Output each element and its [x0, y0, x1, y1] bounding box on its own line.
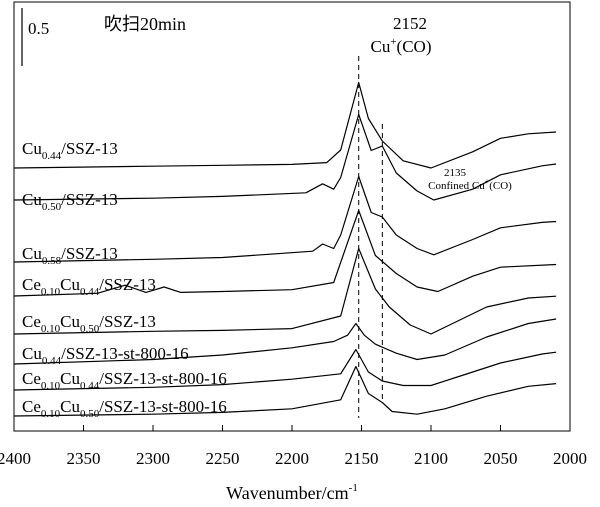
x-tick-label-2050: 2050: [484, 449, 518, 468]
series-label-7: Ce0.10Cu0.44/SSZ-13-st-800-16: [22, 369, 227, 392]
series-labels: Cu0.44/SSZ-13 Cu0.50/SSZ-13 Cu0.58/SSZ-13 C…: [22, 139, 227, 420]
series-label-4: Ce0.10Cu0.44/SSZ-13: [22, 275, 156, 298]
x-tick-label-2150: 2150: [345, 449, 379, 468]
condition-label: 吹扫20min: [104, 14, 186, 34]
scale-bar-value: 0.5: [28, 19, 49, 38]
series-group: [13, 81, 557, 417]
x-axis-label-superscript: -1: [349, 482, 358, 494]
series-line-8: [13, 365, 557, 417]
annotation-2152-number: 2152: [393, 14, 427, 33]
x-tick-label-2100: 2100: [414, 449, 448, 468]
series-line-2: [13, 113, 557, 201]
annotation-2152-species: Cu+(CO): [370, 36, 431, 56]
x-tick-label-2200: 2200: [275, 449, 309, 468]
scale-bar: 0.5: [21, 8, 49, 66]
x-tick-label-2300: 2300: [136, 449, 170, 468]
annotation-2135-number: 2135: [444, 167, 467, 179]
x-axis: 2400 2350 2300 2250 2200 2150 2100 2050 2000: [0, 425, 587, 468]
series-line-1: [13, 81, 557, 169]
plot-frame: [13, 1, 571, 432]
x-tick-label-2400: 2400: [0, 449, 31, 468]
series-label-3: Cu0.58/SSZ-13: [22, 244, 118, 267]
series-line-6: [13, 318, 557, 365]
series-label-6: Cu0.44/SSZ-13-st-800-16: [22, 344, 189, 367]
series-line-5: [13, 247, 557, 335]
series-label-2: Cu0.50/SSZ-13: [22, 190, 118, 213]
series-line-4: [13, 209, 557, 297]
x-tick-label-2250: 2250: [206, 449, 240, 468]
series-label-5: Ce0.10Cu0.50/SSZ-13: [22, 312, 156, 335]
x-tick-label-2350: 2350: [67, 449, 101, 468]
series-label-1: Cu0.44/SSZ-13: [22, 139, 118, 162]
series-line-3: [13, 175, 557, 263]
x-axis-label: Wavenumber/cm-1: [226, 482, 358, 503]
x-tick-label-2000: 2000: [553, 449, 587, 468]
series-label-8: Ce0.10Cu0.50/SSZ-13-st-800-16: [22, 397, 227, 420]
series-line-7: [13, 348, 557, 391]
